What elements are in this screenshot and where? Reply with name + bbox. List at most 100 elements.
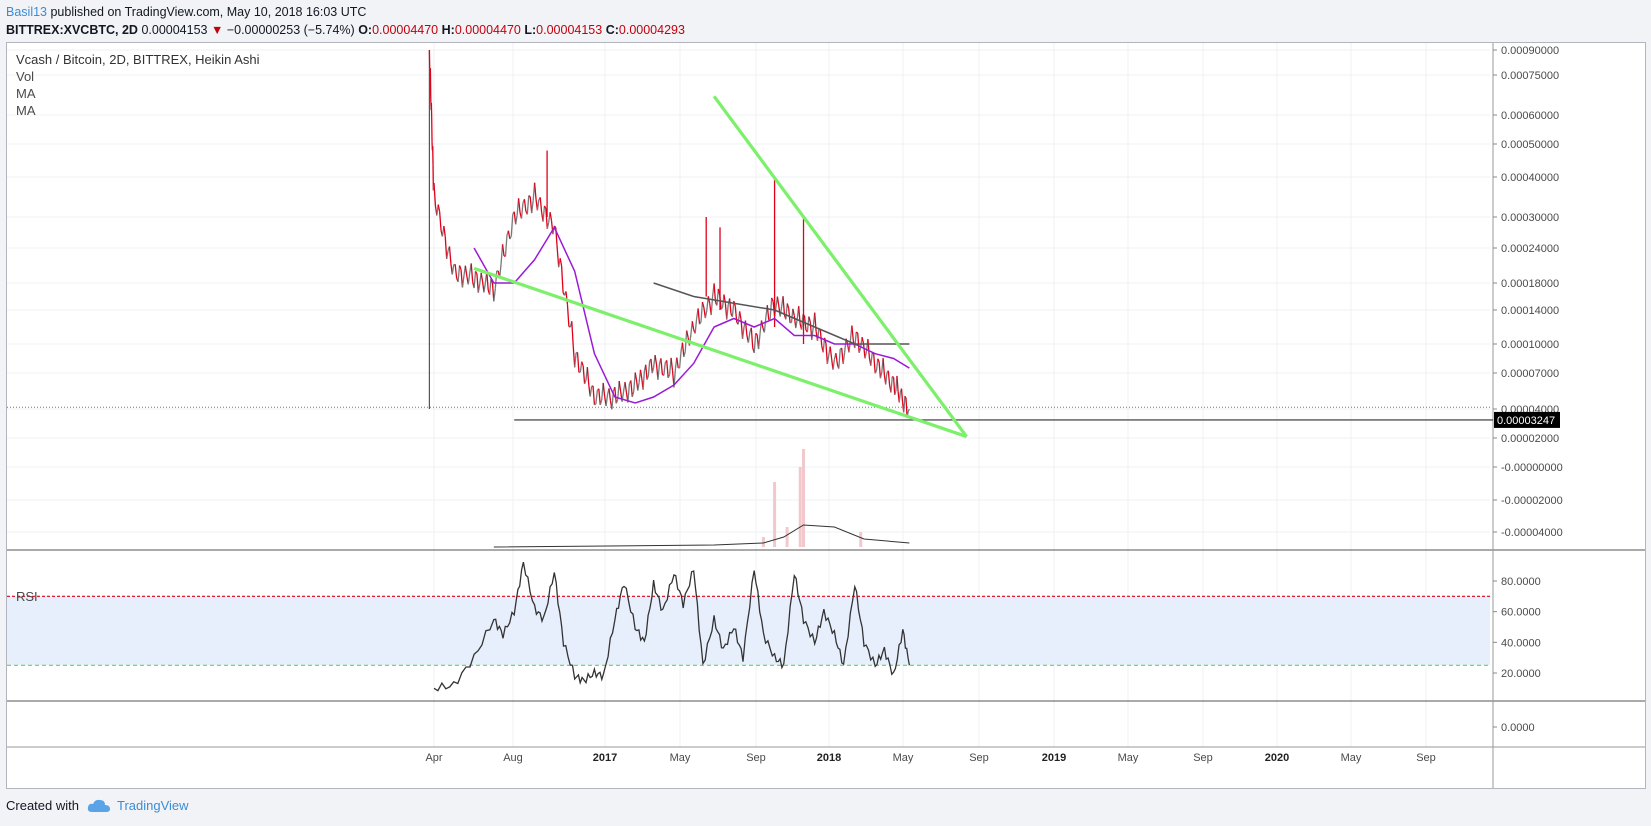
price-candle-segment (433, 182, 437, 206)
price-tick-label: -0.00004000 (1501, 527, 1563, 539)
price-candle-segment (691, 321, 695, 330)
price-candle-segment (486, 271, 489, 291)
price-candle-segment (451, 264, 455, 275)
price-candle-segment (843, 338, 847, 353)
chart-header: Basil13 published on TradingView.com, Ma… (6, 3, 1646, 39)
price-candle-segment (678, 351, 682, 368)
price-candle-segment (688, 334, 692, 346)
legend-ma-2[interactable]: MA (16, 103, 36, 118)
price-candle-segment (526, 195, 530, 215)
price-candle-segment (474, 271, 478, 275)
price-candle-segment (574, 352, 577, 368)
price-candle-segment (545, 208, 548, 229)
price-candle-segment (790, 308, 794, 323)
price-candle-segment (835, 353, 838, 365)
chart-panel[interactable]: 0.00090000 0.00075000 0.00060000 0.00050000… (6, 42, 1646, 789)
price-candle-segment (670, 357, 674, 371)
price-candle-segment (627, 383, 631, 403)
ma-line-gray (653, 282, 910, 345)
price-candle-segment (543, 205, 547, 209)
price-candle-segment (792, 308, 795, 316)
price-candle-segment (816, 328, 820, 341)
price-candle-segment (768, 318, 771, 321)
legend-vol[interactable]: Vol (16, 69, 35, 84)
price-candle-segment (785, 303, 788, 320)
volume-bar (859, 532, 863, 547)
price-candle-segment (858, 347, 862, 354)
price-candle-segment (645, 364, 648, 380)
price-candle-segment (903, 396, 906, 413)
price-tick-label: -0.00002000 (1501, 495, 1563, 507)
price-candle-segment (825, 343, 829, 364)
author-link[interactable]: Basil13 (6, 5, 47, 19)
price-candle-segment (633, 372, 636, 392)
time-tick-label: May (670, 752, 691, 764)
price-candle-segment (444, 236, 448, 260)
price-candle-segment (614, 387, 617, 404)
price-candle-segment (542, 205, 546, 222)
price-candle-segment (464, 265, 468, 277)
trendline (473, 266, 968, 439)
price-candle-segment (728, 298, 732, 314)
price-candle-segment (867, 339, 871, 358)
price-candle-segment (857, 333, 860, 353)
price-candle-segment (651, 367, 655, 374)
price-candle-segment (776, 296, 780, 307)
time-tick-label: May (893, 752, 914, 764)
open-label: O: (358, 23, 373, 37)
price-candle-segment (617, 380, 620, 400)
price-candle-segment (637, 382, 640, 391)
published-line: Basil13 published on TradingView.com, Ma… (6, 3, 1646, 21)
price-candle-segment (618, 380, 622, 392)
price-candle-segment (753, 333, 757, 353)
price-candle-segment (713, 283, 717, 303)
price-candle-segment (854, 331, 857, 349)
price-candle-segment (870, 352, 873, 366)
price-candle-segment (700, 302, 704, 323)
price-candle-segment (517, 198, 521, 213)
price-candle-segment (874, 370, 878, 374)
time-tick-label: 2018 (817, 752, 841, 764)
open-value: 0.00004470 (372, 23, 439, 37)
chart-legend: Vcash / Bitcoin, 2D, BITTREX, Heikin Ash… (16, 51, 259, 119)
price-candle-segment (458, 265, 462, 270)
low-value: 0.00004153 (536, 23, 603, 37)
price-candle-segment (861, 337, 865, 344)
price-candle-segment (769, 297, 773, 319)
price-candle-segment (448, 246, 452, 264)
price-candle-segment (504, 235, 508, 257)
price-candle-segment (904, 395, 907, 399)
time-tick-label: Sep (746, 752, 766, 764)
price-candle-segment (565, 291, 569, 305)
price-candle-segment (624, 382, 628, 393)
chart-canvas[interactable]: 0.00090000 0.00075000 0.00060000 0.00050000… (7, 43, 1645, 788)
high-value: 0.00004470 (454, 23, 521, 37)
price-candle-segment (605, 394, 609, 407)
price-tick-label: 0.00040000 (1501, 172, 1559, 184)
price-candle-segment (608, 388, 612, 401)
price-candle-segment (782, 296, 786, 316)
volume-bar (785, 527, 789, 547)
price-candle-segment (556, 248, 560, 268)
rsi-pane-label[interactable]: RSI (16, 589, 38, 604)
time-tick-label: May (1118, 752, 1139, 764)
price-candle-segment (523, 199, 527, 212)
price-candle-segment (877, 358, 880, 363)
down-arrow-icon: ▼ (210, 23, 224, 37)
price-tick-label: 0.00030000 (1501, 212, 1559, 224)
legend-title: Vcash / Bitcoin, 2D, BITTREX, Heikin Ash… (16, 52, 260, 67)
legend-ma-1[interactable]: MA (16, 86, 36, 101)
price-candle-segment (786, 303, 790, 309)
price-candle-segment (855, 331, 859, 334)
price-candle-segment (726, 304, 729, 320)
rsi-tick-label: 60.0000 (1501, 607, 1541, 619)
price-candle-segment (907, 408, 910, 412)
price-candle-segment (905, 397, 908, 418)
close-value: 0.00004293 (618, 23, 685, 37)
tradingview-brand-link[interactable]: TradingView (116, 798, 189, 813)
price-tick-label: 0.00075000 (1501, 70, 1559, 82)
price-candle-segment (873, 354, 876, 374)
price-candle-segment (755, 332, 758, 336)
price-candle-segment (539, 197, 543, 213)
current-price-label: 0.00003247 (1497, 415, 1555, 427)
